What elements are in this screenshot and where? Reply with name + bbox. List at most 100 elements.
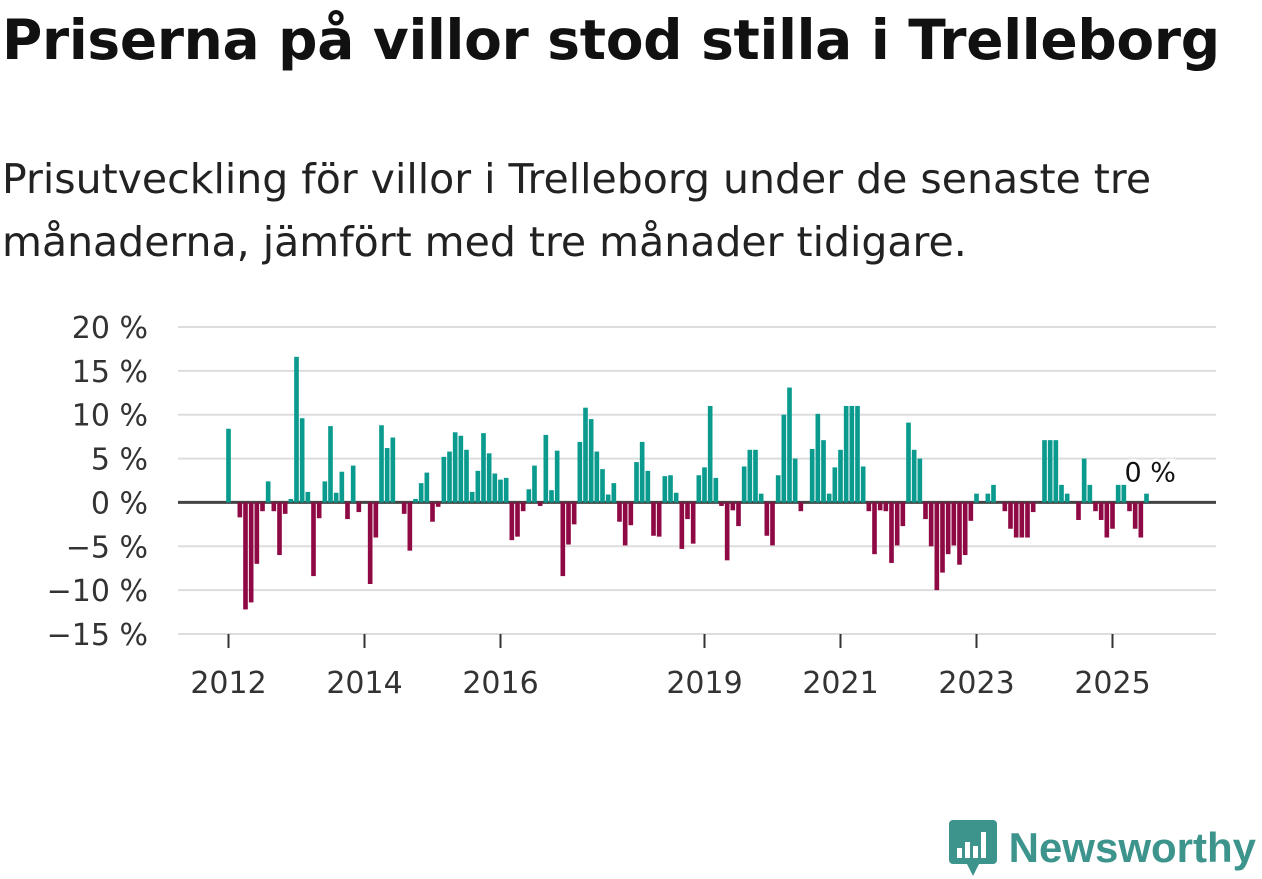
annotations: 0 % — [1121, 454, 1178, 491]
bar — [600, 469, 605, 503]
y-tick-label: −5 % — [66, 530, 148, 565]
bar — [758, 493, 764, 503]
bar — [226, 428, 231, 503]
bar — [651, 502, 656, 536]
bar — [1019, 502, 1025, 538]
bar — [934, 502, 940, 591]
bar — [1093, 502, 1098, 512]
bar — [515, 502, 520, 537]
bar — [906, 422, 911, 503]
bar — [962, 502, 968, 556]
bar — [1098, 502, 1104, 520]
bar — [322, 481, 328, 503]
bar — [486, 453, 492, 503]
bar — [826, 493, 832, 503]
bar — [1115, 484, 1121, 503]
bar — [1002, 502, 1008, 512]
bar — [747, 449, 753, 503]
bar — [356, 502, 362, 513]
bar — [634, 462, 639, 503]
bar — [662, 476, 668, 503]
bar — [792, 458, 798, 503]
y-tick-label: −15 % — [47, 618, 148, 653]
bar — [991, 484, 996, 503]
bar — [974, 493, 979, 503]
bar — [685, 502, 690, 520]
bar — [373, 502, 379, 538]
bar — [889, 502, 894, 563]
bar — [928, 502, 934, 547]
bar — [1076, 502, 1081, 520]
bar — [254, 502, 260, 564]
bar — [532, 465, 537, 503]
bar — [1030, 502, 1036, 513]
bar — [418, 483, 424, 503]
bar — [469, 491, 475, 503]
bar — [764, 502, 770, 536]
bar — [509, 502, 515, 541]
bar — [316, 502, 322, 519]
bar-chart: 20 %15 %10 %5 %0 %−5 %−10 %−15 % 2012 201… — [47, 311, 1216, 701]
bar — [815, 413, 821, 503]
bar — [413, 498, 418, 503]
bar — [702, 467, 707, 503]
y-axis-labels: 20 % 15 % 10 % 5 % 0 % −5 % −10 % −15 % — [47, 311, 148, 653]
bar — [367, 502, 373, 585]
bar — [617, 502, 622, 522]
bar — [622, 502, 628, 546]
y-tick-label: 10 % — [72, 399, 148, 434]
bar — [492, 473, 498, 503]
bar — [832, 467, 838, 503]
bar — [554, 450, 560, 503]
newsworthy-logo-icon — [948, 820, 997, 876]
bar — [277, 502, 282, 556]
bar — [560, 502, 566, 577]
x-tick-label: 2014 — [326, 666, 402, 701]
bar — [577, 441, 583, 503]
bar — [883, 502, 889, 512]
x-tick-label: 2021 — [802, 666, 878, 701]
bar — [288, 498, 294, 503]
bar — [594, 451, 600, 503]
bar — [781, 414, 787, 503]
bar — [719, 502, 724, 506]
bar — [390, 437, 396, 503]
bar — [260, 502, 265, 512]
bar — [866, 502, 872, 512]
bar — [1110, 502, 1115, 529]
bar — [407, 502, 413, 551]
bar — [458, 435, 464, 503]
bar — [537, 502, 543, 506]
bar — [945, 502, 951, 555]
bar — [730, 502, 736, 511]
y-tick-label: −10 % — [47, 574, 148, 609]
bar — [838, 449, 843, 503]
bar — [775, 475, 781, 503]
bar — [311, 502, 316, 577]
bar — [957, 502, 962, 565]
last-value-label: 0 % — [1124, 457, 1175, 488]
bar — [248, 502, 254, 603]
bar — [441, 456, 447, 503]
bar — [860, 466, 866, 503]
bar — [452, 432, 458, 503]
bar — [1042, 440, 1047, 503]
x-axis: 2012 2014 2016 2019 2021 2023 2025 — [190, 634, 1151, 701]
bar — [872, 502, 877, 555]
bar — [294, 356, 299, 503]
bar — [447, 451, 452, 503]
bar — [350, 465, 356, 503]
bar — [877, 502, 883, 511]
bar — [384, 448, 390, 503]
bar — [770, 502, 775, 546]
bar — [1144, 493, 1149, 503]
bar — [265, 481, 271, 503]
bar — [475, 470, 481, 503]
bar — [1081, 458, 1087, 503]
bar — [520, 502, 526, 512]
bar — [1047, 440, 1053, 503]
bar — [339, 471, 345, 503]
bar — [1121, 484, 1127, 503]
bar — [724, 502, 730, 561]
bar — [379, 425, 384, 503]
